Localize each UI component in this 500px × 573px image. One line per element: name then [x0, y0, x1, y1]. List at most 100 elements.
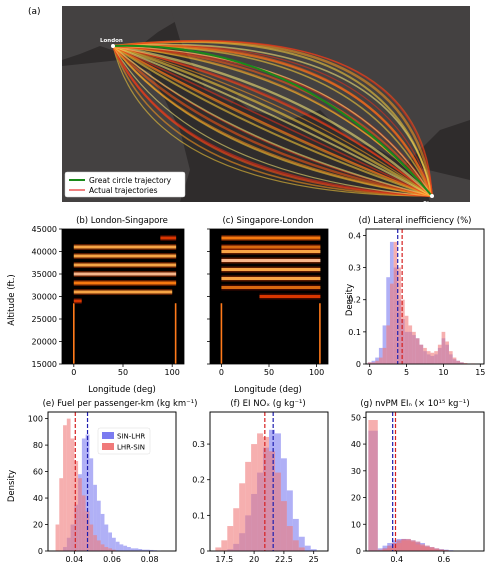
flight-level-glow	[221, 284, 321, 291]
flight-level-glow	[221, 257, 321, 264]
histogram-bar	[386, 277, 390, 364]
histogram-bar	[441, 331, 446, 364]
panel-d-title: (d) Lateral inefficiency (%)	[359, 216, 472, 226]
flight-level-glow	[221, 266, 321, 273]
histogram-bar	[286, 526, 293, 551]
x-tick-label: 100	[309, 368, 324, 377]
histogram-bar	[463, 363, 468, 364]
legend-great-circle-label: Great circle trajectory	[89, 176, 172, 185]
histogram-legend: SIN-LHR LHR-SIN	[97, 427, 151, 455]
trajectory-line	[112, 39, 433, 197]
y-tick-label: 0.1	[348, 328, 361, 337]
y-tick-label: 50	[351, 413, 361, 422]
histogram-bar	[239, 483, 246, 551]
trajectory-line	[112, 45, 433, 197]
histogram-bar	[437, 344, 442, 364]
x-tick-label: 25	[309, 555, 319, 564]
flight-level-glow	[221, 275, 321, 282]
axes-frame	[209, 228, 329, 365]
panel-f-chart: 17.5 20 22.5 25 0 0.1 0.2 0.3	[192, 411, 329, 564]
panel-d-ylabel: Density	[345, 284, 355, 316]
y-tick-label: 40	[351, 440, 361, 449]
histogram-bar	[298, 547, 305, 551]
y-tick-label: 0.2	[192, 476, 205, 485]
histogram-bar	[292, 518, 299, 551]
flight-level-band	[73, 299, 82, 303]
histogram-bar	[397, 267, 402, 364]
legend-sin-lhr-label: SIN-LHR	[117, 433, 145, 441]
y-tick-label: 0.3	[192, 440, 205, 449]
flight-level-band	[221, 245, 321, 249]
x-tick-label: 0.6	[438, 555, 451, 564]
histogram-bar	[393, 241, 398, 364]
x-tick-label: 22.5	[275, 555, 293, 564]
flight-level-glow	[221, 235, 321, 241]
flight-level-glow	[73, 280, 177, 286]
histogram-bar	[269, 451, 275, 551]
histogram-bar	[96, 540, 101, 551]
trajectory-line	[112, 44, 433, 197]
actual-trajectories	[111, 39, 434, 198]
histogram-bar	[66, 418, 71, 551]
histogram-bar	[149, 549, 154, 551]
axes-frame	[365, 228, 485, 365]
histogram-bar	[100, 544, 105, 551]
panel-c-xlabel: Longitude (deg)	[234, 385, 302, 395]
histogram-bar	[456, 360, 461, 364]
histogram-bar	[245, 461, 252, 551]
histogram-bar	[423, 347, 427, 364]
histogram-bar	[93, 484, 97, 551]
axes-frame	[209, 411, 329, 552]
x-tick-label: 100	[165, 368, 180, 377]
trajectory-line	[112, 45, 433, 197]
x-tick-label: 5	[404, 368, 409, 377]
x-tick-label: 0.08	[141, 555, 159, 564]
trajectory-line	[112, 45, 433, 197]
histogram-bar	[112, 549, 116, 551]
panel-c-chart: 0 50 100	[207, 228, 329, 377]
histogram-bar	[96, 500, 101, 551]
panel-d-chart: 0 5 10 15 0 0.1 0.2 0.3 0.4	[348, 228, 485, 377]
histogram-bar	[119, 544, 124, 551]
histogram-bar	[115, 541, 120, 551]
histogram-bar	[292, 540, 299, 551]
histogram-bar	[404, 315, 409, 364]
flight-level-band	[259, 295, 321, 298]
histogram-bar	[59, 478, 64, 551]
histogram-bar	[415, 338, 420, 364]
panel-g-chart: 0.4 0.6 0 10 20 30 40 50	[351, 411, 485, 564]
y-tick-label: 0	[38, 547, 43, 556]
london-label: London	[100, 38, 123, 44]
histogram-bar	[452, 357, 457, 364]
y-tick-label: 40000	[32, 248, 57, 257]
panel-e-title: (e) Fuel per passenger-km (kg km⁻¹)	[43, 399, 198, 409]
histogram-bar	[382, 347, 387, 364]
histogram-bar	[81, 438, 86, 551]
trajectory-line	[112, 44, 434, 197]
flight-level-band	[73, 254, 177, 258]
panel-a-label: (a)	[28, 7, 41, 17]
histogram-bar	[233, 508, 240, 551]
histogram-bar	[378, 347, 383, 364]
flight-level-glow	[73, 271, 177, 277]
y-tick-label: 0	[356, 547, 361, 556]
histogram-bar	[221, 540, 228, 551]
trajectory-line	[112, 45, 433, 197]
histogram-bar	[445, 341, 449, 364]
histogram-bar	[386, 325, 390, 364]
great-circle-trajectory	[112, 44, 433, 197]
y-tick-label: 20000	[32, 338, 57, 347]
panel-f-title: (f) EI NOₓ (g kg⁻¹)	[230, 399, 305, 409]
histogram-bar	[104, 524, 109, 551]
histogram-bar	[112, 537, 116, 551]
flight-level-band	[73, 245, 177, 249]
trajectory-line	[112, 45, 433, 197]
flight-level-band	[221, 250, 321, 253]
histogram-bar	[419, 344, 424, 364]
histogram-bar	[78, 478, 82, 551]
trajectory-line	[112, 45, 433, 198]
trajectory-line	[112, 45, 433, 197]
histogram-bar	[412, 331, 416, 364]
legend-lhr-sin-label: LHR-SIN	[117, 444, 145, 452]
